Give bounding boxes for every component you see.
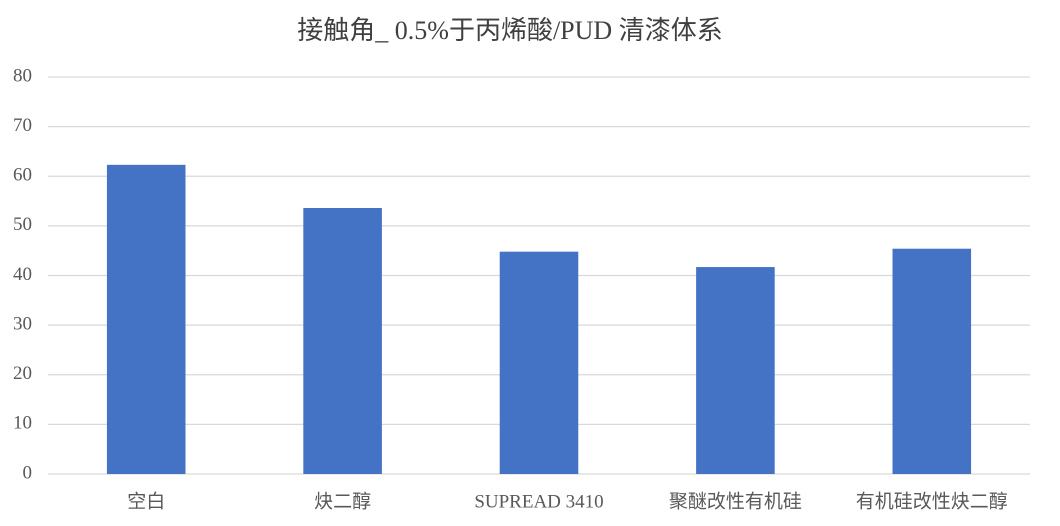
chart-title: 接触角_ 0.5%于丙烯酸/PUD 清漆体系 — [297, 16, 722, 45]
x-tick-label: 聚醚改性有机硅 — [669, 490, 802, 512]
x-tick-label: 有机硅改性炔二醇 — [856, 490, 1008, 512]
bar — [106, 164, 186, 474]
y-tick-label: 20 — [13, 363, 32, 384]
y-tick-label: 80 — [13, 65, 32, 86]
y-tick-label: 50 — [13, 214, 32, 235]
x-tick-label: 空白 — [127, 490, 165, 512]
y-tick-label: 70 — [13, 115, 32, 136]
y-tick-label: 0 — [23, 462, 33, 483]
bar — [696, 267, 775, 474]
bar — [303, 208, 382, 474]
y-tick-label: 60 — [13, 165, 32, 186]
bar — [499, 251, 579, 474]
bar — [892, 248, 972, 474]
y-tick-label: 40 — [13, 264, 32, 285]
y-tick-label: 30 — [13, 313, 32, 334]
y-tick-label: 10 — [13, 413, 32, 434]
x-tick-label: 炔二醇 — [314, 490, 371, 512]
x-tick-label: SUPREAD 3410 — [474, 491, 603, 512]
